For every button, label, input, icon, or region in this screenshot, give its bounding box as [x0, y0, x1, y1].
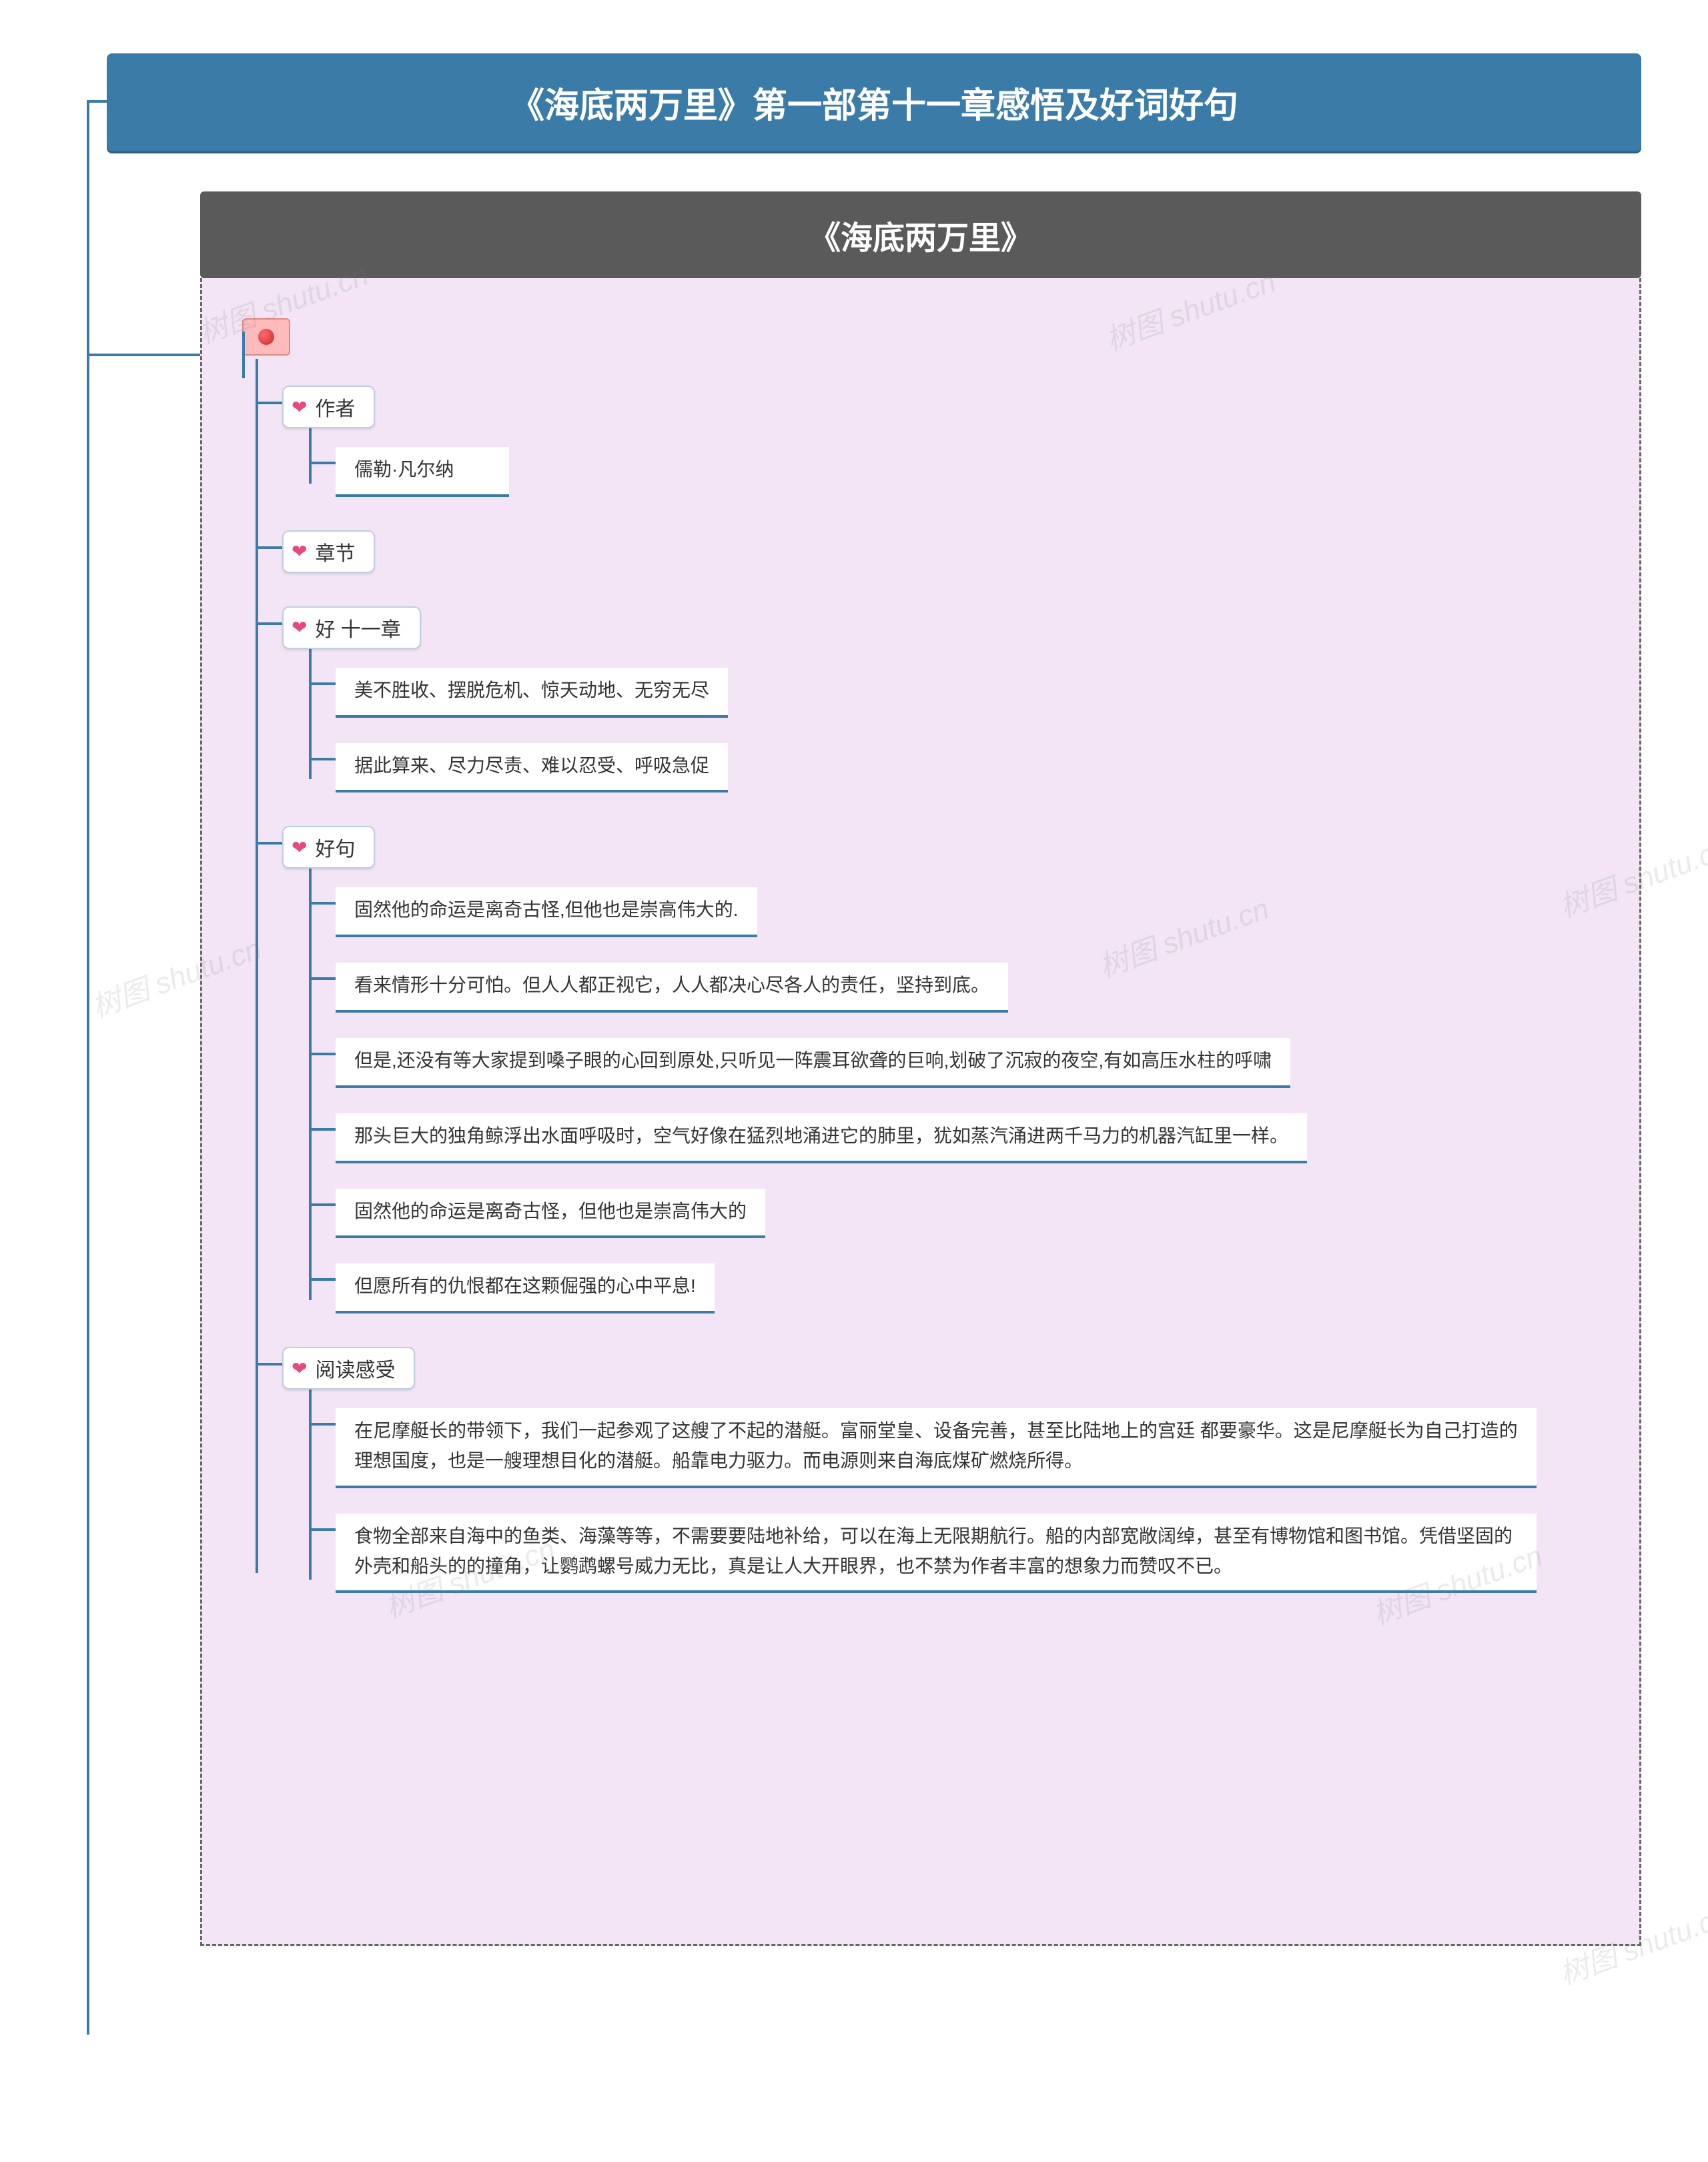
- branch-author: ❤ 作者 儒勒·凡尔纳: [282, 386, 1613, 497]
- subtitle-bar: 《海底两万里》: [200, 191, 1641, 278]
- branch-children: 在尼摩艇长的带领下，我们一起参观了这艘了不起的潜艇。富丽堂皇、设备完善，甚至比陆…: [336, 1408, 1613, 1593]
- branch-children: 固然他的命运是离奇古怪,但他也是崇高伟大的. 看来情形十分可怕。但人人都正视它，…: [336, 887, 1613, 1313]
- branch-label: ❤ 好句: [282, 826, 375, 869]
- branch-label-text: 阅读感受: [315, 1354, 395, 1383]
- page-title-banner: 《海底两万里》第一部第十一章感悟及好词好句: [107, 53, 1641, 151]
- branch-label-text: 好句: [315, 833, 355, 862]
- connector: [87, 354, 200, 356]
- branch-children: 美不胜收、摆脱危机、惊天动地、无穷无尽 据此算来、尽力尽责、难以忍受、呼吸急促: [336, 668, 1613, 793]
- heart-icon: ❤: [292, 616, 307, 638]
- branch-label: ❤ 好 十一章: [282, 606, 421, 649]
- connector: [87, 100, 107, 103]
- heart-icon: ❤: [292, 837, 307, 859]
- root-node: [242, 318, 290, 356]
- leaf-node: 美不胜收、摆脱危机、惊天动地、无穷无尽: [336, 668, 1613, 718]
- leaf-node: 食物全部来自海中的鱼类、海藻等等，不需要要陆地补给，可以在海上无限期航行。船的内…: [336, 1514, 1613, 1594]
- leaf-node: 但愿所有的仇恨都在这颗倔强的心中平息!: [336, 1263, 1613, 1313]
- subtitle-text: 《海底两万里》: [809, 221, 1033, 256]
- leaf-text: 据此算来、尽力尽责、难以忍受、呼吸急促: [336, 743, 728, 793]
- branch-label-text: 章节: [315, 537, 355, 566]
- leaf-text: 在尼摩艇长的带领下，我们一起参观了这艘了不起的潜艇。富丽堂皇、设备完善，甚至比陆…: [336, 1408, 1537, 1488]
- heart-icon: ❤: [292, 1358, 307, 1380]
- connector: [242, 332, 245, 378]
- branch-label: ❤ 章节: [282, 530, 375, 573]
- branch-label-text: 好 十一章: [315, 613, 400, 642]
- leaf-text: 看来情形十分可怕。但人人都正视它，人人都决心尽各人的责任，坚持到底。: [336, 963, 1008, 1013]
- mindmap-container: ❤ 作者 儒勒·凡尔纳 ❤ 章节 ❤: [200, 278, 1641, 1946]
- branch-label: ❤ 作者: [282, 386, 375, 428]
- leaf-text: 食物全部来自海中的鱼类、海藻等等，不需要要陆地补给，可以在海上无限期航行。船的内…: [336, 1514, 1537, 1594]
- leaf-node: 在尼摩艇长的带领下，我们一起参观了这艘了不起的潜艇。富丽堂皇、设备完善，甚至比陆…: [336, 1408, 1613, 1488]
- connector: [87, 100, 89, 2035]
- leaf-node: 儒勒·凡尔纳: [336, 447, 1613, 497]
- leaf-node: 固然他的命运是离奇古怪，但他也是崇高伟大的: [336, 1189, 1613, 1239]
- heart-icon: ❤: [292, 396, 307, 418]
- leaf-text: 但愿所有的仇恨都在这颗倔强的心中平息!: [336, 1263, 715, 1313]
- diagram-canvas: 《海底两万里》第一部第十一章感悟及好词好句 《海底两万里》 ❤ 作者 儒勒·凡尔…: [67, 53, 1641, 1946]
- leaf-node: 看来情形十分可怕。但人人都正视它，人人都决心尽各人的责任，坚持到底。: [336, 963, 1613, 1013]
- leaf-text: 固然他的命运是离奇古怪，但他也是崇高伟大的: [336, 1189, 765, 1239]
- branch-good-sentences: ❤ 好句 固然他的命运是离奇古怪,但他也是崇高伟大的. 看来情形十分可怕。但人人…: [282, 826, 1613, 1313]
- tree: ❤ 作者 儒勒·凡尔纳 ❤ 章节 ❤: [282, 386, 1613, 1593]
- leaf-text: 那头巨大的独角鲸浮出水面呼吸时，空气好像在猛烈地涌进它的肺里，犹如蒸汽涌进两千马…: [336, 1113, 1307, 1163]
- branch-reading-feelings: ❤ 阅读感受 在尼摩艇长的带领下，我们一起参观了这艘了不起的潜艇。富丽堂皇、设备…: [282, 1347, 1613, 1593]
- leaf-node: 但是,还没有等大家提到嗓子眼的心回到原处,只听见一阵震耳欲聋的巨响,划破了沉寂的…: [336, 1038, 1613, 1088]
- leaf-text: 但是,还没有等大家提到嗓子眼的心回到原处,只听见一阵震耳欲聋的巨响,划破了沉寂的…: [336, 1038, 1290, 1088]
- branch-good-words: ❤ 好 十一章 美不胜收、摆脱危机、惊天动地、无穷无尽 据此算来、尽力尽责、难以…: [282, 606, 1613, 793]
- leaf-text: 美不胜收、摆脱危机、惊天动地、无穷无尽: [336, 668, 728, 718]
- branch-chapter: ❤ 章节: [282, 530, 1613, 573]
- heart-icon: ❤: [292, 540, 307, 562]
- branch-children: 儒勒·凡尔纳: [336, 447, 1613, 497]
- leaf-node: 固然他的命运是离奇古怪,但他也是崇高伟大的.: [336, 887, 1613, 937]
- leaf-text: 儒勒·凡尔纳: [336, 447, 509, 497]
- leaf-node: 据此算来、尽力尽责、难以忍受、呼吸急促: [336, 743, 1613, 793]
- page-title-text: 《海底两万里》第一部第十一章感悟及好词好句: [510, 87, 1238, 125]
- root-dot-icon: [258, 329, 274, 345]
- leaf-text: 固然他的命运是离奇古怪,但他也是崇高伟大的.: [336, 887, 757, 937]
- branch-label: ❤ 阅读感受: [282, 1347, 415, 1390]
- branch-label-text: 作者: [315, 392, 355, 422]
- leaf-node: 那头巨大的独角鲸浮出水面呼吸时，空气好像在猛烈地涌进它的肺里，犹如蒸汽涌进两千马…: [336, 1113, 1613, 1163]
